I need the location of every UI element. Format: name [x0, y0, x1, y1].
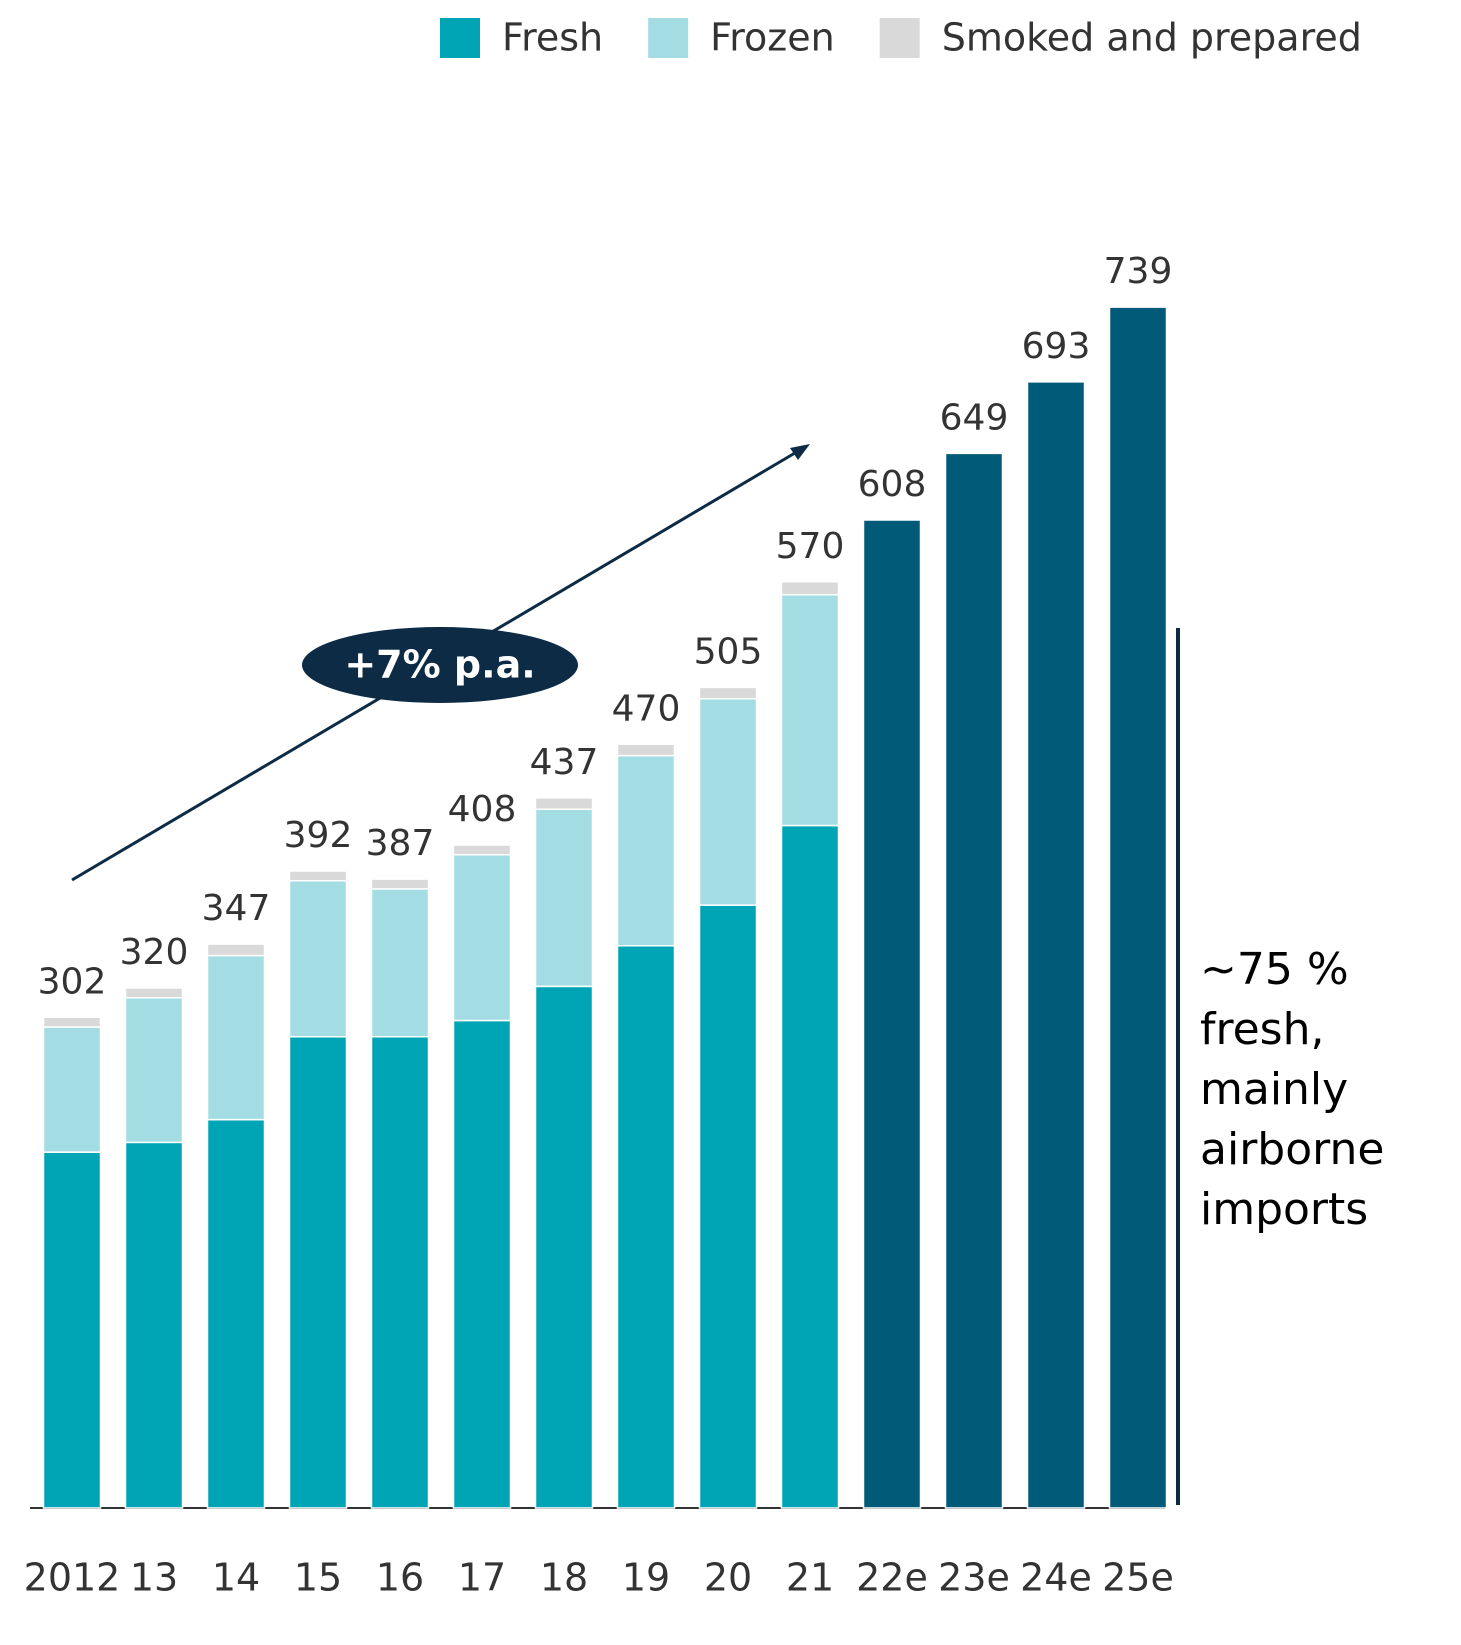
x-tick-label: 23e	[938, 1556, 1010, 1600]
total-label: 302	[38, 961, 107, 1002]
total-label: 320	[120, 932, 189, 973]
total-label: 437	[530, 742, 599, 783]
legend-swatch	[440, 18, 480, 58]
total-label: 739	[1104, 251, 1173, 292]
bar-segment	[452, 1019, 512, 1509]
note-line: mainly	[1200, 1064, 1348, 1115]
total-label: 608	[858, 464, 927, 505]
bar-segment	[616, 743, 676, 757]
legend-label: Smoked and prepared	[942, 16, 1362, 60]
x-tick-label: 17	[458, 1556, 506, 1600]
x-tick-label: 16	[376, 1556, 424, 1600]
total-label: 649	[940, 397, 1009, 438]
note-line: ~75 %	[1200, 944, 1349, 995]
bar-segment	[206, 954, 266, 1121]
x-tick-label: 14	[212, 1556, 260, 1600]
bar-segment	[370, 1036, 430, 1509]
x-tick-label: 15	[294, 1556, 342, 1600]
bar-segment	[288, 1036, 348, 1509]
x-tick-label: 21	[786, 1556, 834, 1600]
total-label: 693	[1022, 326, 1091, 367]
bar-segment	[124, 997, 184, 1144]
legend-label: Frozen	[710, 16, 835, 60]
bar-segment	[1026, 381, 1086, 1509]
x-tick-label: 24e	[1020, 1556, 1092, 1600]
x-tick-label: 18	[540, 1556, 588, 1600]
bar-segment	[288, 870, 348, 882]
bar-segment	[534, 985, 594, 1509]
bar-segment	[124, 1141, 184, 1509]
bar-segment	[42, 1151, 102, 1509]
bar-segment	[370, 878, 430, 890]
bar-segment	[288, 880, 348, 1038]
bar-segment	[944, 452, 1004, 1509]
bar-segment	[862, 519, 922, 1509]
total-label: 392	[284, 815, 353, 856]
bar-segment	[42, 1016, 102, 1028]
note-line: airborne	[1200, 1124, 1384, 1175]
bar-segment	[452, 854, 512, 1022]
total-label: 347	[202, 888, 271, 929]
bar-segment	[534, 808, 594, 988]
bar-segment	[780, 594, 840, 827]
x-tick-label: 19	[622, 1556, 670, 1600]
bar-segment	[698, 698, 758, 906]
x-tick-label: 13	[130, 1556, 178, 1600]
note-line: fresh,	[1200, 1004, 1324, 1055]
legend-swatch	[648, 18, 689, 58]
bar-segment	[780, 581, 840, 596]
total-label: 470	[612, 688, 681, 729]
growth-badge	[302, 627, 578, 703]
growth-label: +7% p.a.	[344, 643, 535, 687]
x-tick-label: 22e	[856, 1556, 928, 1600]
bar-segment	[616, 945, 676, 1509]
bar-segment	[780, 824, 840, 1509]
total-label: 387	[366, 823, 435, 864]
bar-segment	[370, 888, 430, 1038]
bar-segment	[206, 1118, 266, 1509]
bar-segment	[124, 987, 184, 999]
x-tick-label: 25e	[1102, 1556, 1174, 1600]
bar-segment	[698, 904, 758, 1509]
arrow-head	[790, 444, 810, 460]
bar-segment	[1108, 306, 1168, 1509]
bar-segment	[698, 686, 758, 700]
note-line: imports	[1200, 1184, 1368, 1235]
legend-label: Fresh	[502, 16, 603, 60]
legend-swatch	[879, 18, 920, 58]
total-label: 408	[448, 789, 517, 830]
bar-segment	[206, 943, 266, 957]
bar-segment	[452, 844, 512, 856]
bar-segment	[534, 797, 594, 810]
x-tick-label: 2012	[24, 1556, 121, 1600]
bar-segment	[616, 754, 676, 947]
x-tick-label: 20	[704, 1556, 752, 1600]
bar-segment	[42, 1026, 102, 1153]
total-label: 505	[694, 631, 763, 672]
total-label: 570	[776, 526, 845, 567]
